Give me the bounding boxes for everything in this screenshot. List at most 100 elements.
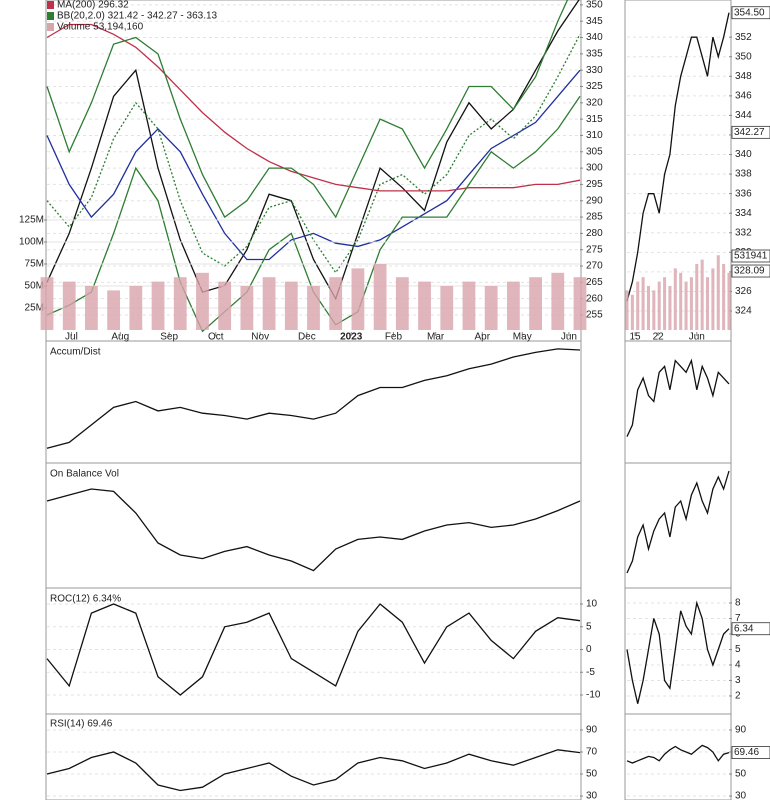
y-tick-label: 3 — [735, 675, 741, 686]
y-tick-label: 70 — [586, 747, 598, 758]
volume-bar — [652, 290, 656, 330]
y-tick-label: 300 — [586, 163, 603, 174]
x-tick-label: Apr — [475, 332, 491, 343]
y-tick-label: 340 — [735, 149, 752, 160]
volume-bar — [573, 277, 587, 330]
y-tick-label: 265 — [586, 277, 603, 288]
volume-bar — [663, 277, 667, 330]
series-line — [46, 348, 581, 449]
y-tick-label: 352 — [735, 32, 752, 43]
x-tick-label: Sep — [160, 332, 178, 343]
y-tick-label: 30 — [735, 791, 747, 800]
volume-bar — [641, 277, 645, 330]
y-tick-label: 345 — [586, 16, 603, 27]
x-tick-label: Nov — [251, 332, 269, 343]
volume-bar — [418, 281, 431, 330]
x-tick-label: Oct — [208, 332, 224, 343]
y-tick-label: 338 — [735, 169, 752, 180]
legend-swatch — [47, 1, 54, 9]
y-tick-label: 346 — [735, 90, 752, 101]
x-tick-label: May — [513, 332, 532, 343]
legend-entry: MA(200) 296.32 — [57, 0, 129, 11]
x-tick-label: 15 — [629, 332, 641, 343]
panel-title: ROC(12) 6.34% — [50, 594, 121, 605]
series-line — [626, 358, 730, 437]
series-line — [626, 470, 730, 574]
y-tick-label: 324 — [735, 306, 752, 317]
y-tick-label: 348 — [735, 71, 752, 82]
y-tick-label: 5 — [586, 621, 592, 632]
y-tick-label: 336 — [735, 188, 752, 199]
price-tag: 354.50 — [734, 7, 765, 18]
volume-bar — [218, 281, 232, 330]
y-tick-label: 0 — [586, 644, 592, 655]
series-line — [626, 12, 730, 302]
y-tick-label: 290 — [586, 195, 603, 206]
y-tick-label: 10 — [586, 599, 598, 610]
volume-bar — [689, 277, 693, 330]
y-tick-label: 270 — [586, 261, 603, 272]
volume-bar — [684, 281, 688, 330]
volume-bar — [673, 268, 677, 330]
y-tick-label: 50 — [586, 769, 598, 780]
y-tick-label: 50M — [25, 281, 44, 292]
legend-entry: Volume 53,194,160 — [57, 22, 144, 33]
volume-tag-box — [731, 249, 770, 263]
series-line — [626, 744, 730, 764]
volume-tag: 531941 — [734, 251, 768, 262]
volume-bar — [129, 286, 143, 330]
y-tick-label: 260 — [586, 293, 603, 304]
y-tick-label: 30 — [586, 791, 598, 800]
panel-frame — [45, 462, 582, 589]
panel-frame — [624, 462, 732, 589]
volume-bar — [705, 277, 710, 330]
x-tick-label: Feb — [385, 332, 403, 343]
series-line — [46, 0, 569, 219]
y-tick-label: 75M — [25, 259, 44, 270]
y-tick-label: 50 — [735, 769, 747, 780]
volume-bar — [351, 268, 365, 330]
volume-bar — [62, 281, 76, 330]
panel-title: RSI(14) 69.46 — [50, 719, 113, 730]
y-tick-label: 100M — [19, 237, 44, 248]
volume-bar — [722, 264, 726, 330]
panel-frame — [45, 713, 582, 800]
volume-bar — [329, 277, 343, 330]
price-tag-box — [731, 125, 770, 139]
panel-title: Accum/Dist — [50, 347, 101, 358]
y-tick-label: 344 — [735, 110, 752, 121]
volume-bar — [151, 281, 165, 330]
y-tick-label: 350 — [586, 0, 603, 11]
y-tick-label: 255 — [586, 310, 603, 321]
y-tick-label: 5 — [735, 644, 741, 655]
price-tag: 342.27 — [734, 127, 765, 138]
legend-swatch — [47, 23, 54, 31]
volume-bar — [284, 281, 298, 330]
volume-bar — [462, 281, 476, 330]
y-tick-label: 305 — [586, 146, 603, 157]
legend-swatch — [47, 12, 54, 20]
y-tick-label: 335 — [586, 48, 603, 59]
volume-bar — [40, 277, 54, 330]
series-line — [46, 23, 581, 192]
legend-entry: BB(20,2.0) 321.42 - 342.27 - 363.13 — [57, 11, 218, 22]
y-tick-label: 275 — [586, 244, 603, 255]
volume-bar — [529, 277, 542, 330]
y-tick-label: 25M — [25, 303, 44, 314]
panel-frame — [624, 587, 732, 715]
volume-bar — [506, 281, 520, 330]
volume-bar — [551, 272, 565, 330]
price-tag-box — [731, 622, 770, 636]
volume-bar — [484, 286, 498, 330]
y-tick-label: 8 — [735, 598, 741, 609]
y-tick-label: 320 — [586, 97, 603, 108]
volume-bar — [711, 268, 715, 330]
volume-bar — [373, 264, 387, 330]
panel-frame — [45, 340, 582, 464]
volume-bar — [173, 277, 187, 330]
y-tick-label: 4 — [735, 660, 741, 671]
panel-frame — [624, 0, 732, 342]
price-tag-box — [731, 6, 770, 20]
volume-bar — [85, 286, 98, 330]
